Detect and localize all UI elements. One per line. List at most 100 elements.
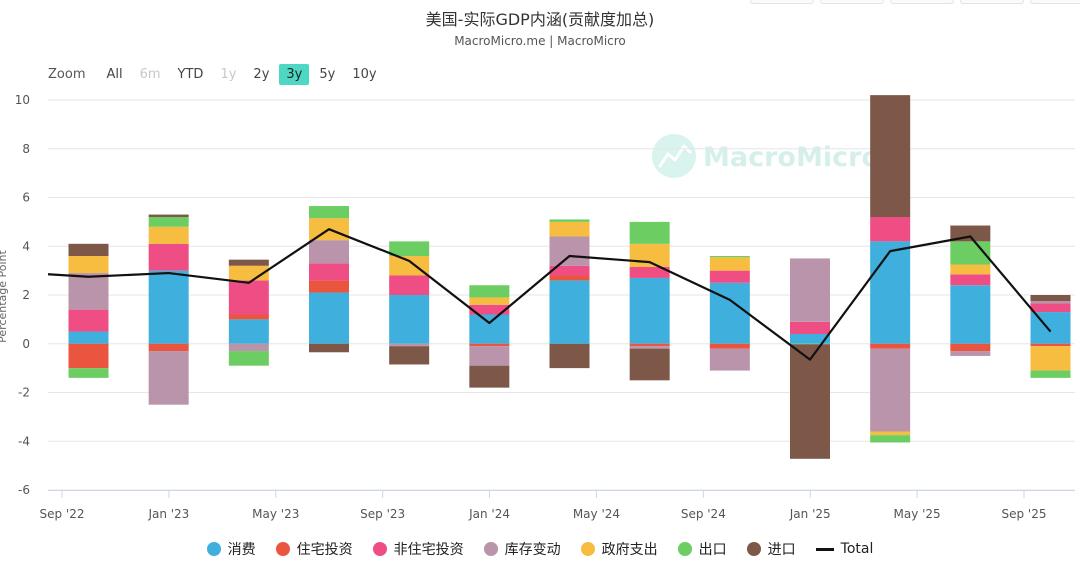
bar-segment[interactable] (629, 243, 670, 267)
zoom-button-ytd[interactable]: YTD (177, 66, 204, 82)
bar-segment[interactable] (148, 243, 189, 271)
bar-segment[interactable] (549, 236, 590, 266)
legend-item[interactable]: 住宅投资 (275, 539, 353, 559)
bar-segment[interactable] (629, 346, 670, 349)
bar-segment[interactable] (629, 266, 670, 278)
bar-segment[interactable] (228, 351, 269, 366)
bar-segment[interactable] (389, 295, 430, 344)
bar-segment[interactable] (469, 304, 510, 315)
bar-segment[interactable] (68, 331, 109, 344)
bar-segment[interactable] (870, 241, 911, 344)
bar-segment[interactable] (549, 275, 590, 281)
legend-item[interactable]: 政府支出 (580, 539, 658, 559)
bar-segment[interactable] (309, 292, 349, 344)
bar-segment[interactable] (790, 344, 830, 459)
bar-segment[interactable] (870, 343, 911, 349)
zoom-button-all[interactable]: All (106, 66, 123, 82)
bar-segment[interactable] (709, 270, 750, 283)
watermark-logo: MacroMicro (652, 134, 880, 178)
legend-item[interactable]: 库存变动 (483, 539, 561, 559)
bar-segment[interactable] (389, 275, 430, 296)
bar-segment[interactable] (469, 365, 510, 388)
bar-segment[interactable] (469, 343, 510, 347)
zoom-button-2y[interactable]: 2y (253, 66, 270, 82)
bar-segment[interactable] (549, 280, 590, 344)
bar-segment[interactable] (549, 221, 590, 237)
bar-segment[interactable] (870, 431, 911, 436)
bar-segment[interactable] (629, 221, 670, 244)
bar-segment[interactable] (870, 95, 911, 217)
bar-segment[interactable] (1030, 303, 1071, 313)
zoom-button-3y[interactable]: 3y (279, 63, 310, 85)
bar-segment[interactable] (68, 243, 109, 256)
bar-segment[interactable] (950, 351, 991, 356)
legend-item[interactable]: 出口 (677, 539, 727, 559)
bar-segment[interactable] (309, 343, 349, 353)
bar-segment[interactable] (148, 343, 189, 352)
bar-segment[interactable] (709, 282, 750, 344)
bar-segment[interactable] (1030, 301, 1071, 304)
bar-segment[interactable] (148, 270, 189, 344)
bar-segment[interactable] (1030, 370, 1071, 378)
bar-segment[interactable] (629, 343, 670, 347)
bar-segment[interactable] (148, 226, 189, 244)
legend-item[interactable]: 非住宅投资 (372, 539, 464, 559)
bar-segment[interactable] (549, 265, 590, 276)
bar-segment[interactable] (709, 257, 750, 271)
bar-segment[interactable] (68, 309, 109, 332)
bar-segment[interactable] (709, 343, 750, 349)
bar-segment[interactable] (469, 346, 510, 366)
bar-segment[interactable] (950, 343, 991, 352)
bar-segment[interactable] (228, 314, 269, 320)
bar-segment[interactable] (709, 256, 750, 258)
bar-segment[interactable] (1030, 343, 1071, 347)
bar-segment[interactable] (790, 321, 830, 334)
bar-segment[interactable] (790, 334, 830, 344)
bar-segment[interactable] (309, 240, 349, 264)
bar-segment[interactable] (68, 256, 109, 274)
bar-segment[interactable] (1030, 346, 1071, 371)
bar-segment[interactable] (870, 217, 911, 242)
legend-item-total[interactable]: Total (815, 541, 873, 557)
bar-segment[interactable] (309, 263, 349, 281)
total-line[interactable] (47, 228, 1052, 361)
bar-segment[interactable] (709, 348, 750, 371)
y-tick-label: -4 (18, 434, 30, 448)
bar-segment[interactable] (148, 217, 189, 227)
bar-segment[interactable] (549, 343, 590, 369)
bar-segment[interactable] (790, 343, 830, 345)
bar-segment[interactable] (1030, 295, 1071, 302)
bar-segment[interactable] (68, 343, 109, 369)
bar-segment[interactable] (549, 219, 590, 222)
bar-segment[interactable] (389, 346, 430, 365)
zoom-button-10y[interactable]: 10y (352, 66, 377, 82)
bar-segment[interactable] (950, 264, 991, 275)
bar-segment[interactable] (228, 259, 269, 266)
bar-segment[interactable] (950, 285, 991, 344)
bar-segment[interactable] (790, 258, 830, 322)
bar-segment[interactable] (389, 256, 430, 276)
bar-segment[interactable] (469, 285, 510, 298)
bar-segment[interactable] (469, 297, 510, 305)
bar-segment[interactable] (870, 348, 911, 432)
bar-segment[interactable] (68, 368, 109, 378)
zoom-button-5y[interactable]: 5y (319, 66, 336, 82)
bar-segment[interactable] (629, 348, 670, 381)
bar-segment[interactable] (148, 214, 189, 217)
bar-segment[interactable] (309, 280, 349, 293)
bar-segment[interactable] (148, 351, 189, 405)
bar-segment[interactable] (68, 273, 109, 310)
bar-segment[interactable] (389, 343, 430, 347)
bar-segment[interactable] (389, 241, 430, 256)
bar-segment[interactable] (228, 343, 269, 352)
bar-segment[interactable] (870, 435, 911, 443)
bar-segment[interactable] (1030, 312, 1071, 344)
bar-segment[interactable] (228, 280, 269, 315)
bar-segment[interactable] (469, 314, 510, 344)
bar-segment[interactable] (228, 319, 269, 344)
bar-segment[interactable] (309, 206, 349, 219)
legend-item[interactable]: 进口 (746, 539, 796, 559)
legend-item[interactable]: 消费 (206, 539, 256, 559)
bar-segment[interactable] (950, 274, 991, 286)
bar-segment[interactable] (629, 277, 670, 344)
